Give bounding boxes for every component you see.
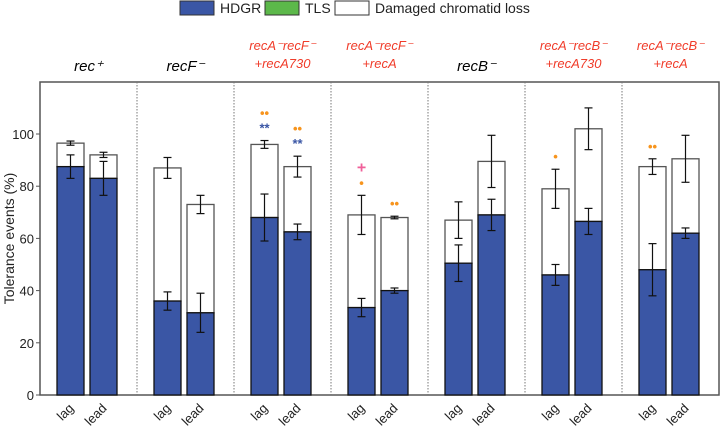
bar-hdgr bbox=[574, 220, 603, 396]
x-tick-label: lead bbox=[276, 401, 304, 426]
y-tick-label: 20 bbox=[20, 336, 34, 351]
significance-mark: •• bbox=[260, 106, 270, 121]
significance-mark: •• bbox=[648, 139, 658, 154]
bar-hdgr bbox=[283, 231, 312, 396]
bar-hdgr bbox=[56, 165, 85, 396]
bar-hdgr bbox=[541, 274, 570, 396]
group-label: rec⁺ bbox=[74, 58, 104, 75]
legend-swatch bbox=[264, 0, 300, 16]
group-label: recA⁻recB⁻ bbox=[540, 38, 608, 53]
y-tick-label: 100 bbox=[12, 127, 34, 142]
legend-label: HDGR bbox=[220, 0, 261, 16]
legend-swatch bbox=[179, 0, 215, 16]
x-tick-label: lead bbox=[567, 401, 595, 426]
group-label: recF⁻ bbox=[167, 58, 206, 75]
x-tick-label: lag bbox=[54, 401, 77, 424]
x-tick-label: lag bbox=[442, 401, 465, 424]
x-tick-label: lag bbox=[539, 401, 562, 424]
bar-hdgr bbox=[347, 306, 376, 396]
bar-hdgr bbox=[380, 289, 409, 396]
y-tick-label: 0 bbox=[27, 388, 34, 403]
x-tick-label: lead bbox=[470, 401, 498, 426]
group-label: recA⁻recB⁻ bbox=[637, 38, 705, 53]
x-tick-label: lead bbox=[179, 401, 207, 426]
x-tick-label: lead bbox=[664, 401, 692, 426]
bar-hdgr bbox=[89, 177, 118, 396]
bar-chromatid-loss bbox=[380, 216, 409, 292]
group-label: recB⁻ bbox=[457, 58, 497, 75]
significance-mark: ** bbox=[259, 121, 270, 136]
x-tick-label: lag bbox=[248, 401, 271, 424]
bar-hdgr bbox=[153, 300, 182, 396]
bar-chromatid-loss bbox=[153, 167, 182, 302]
significance-mark: • bbox=[359, 175, 364, 190]
y-axis-label: Tolerance events (%) bbox=[1, 173, 17, 305]
significance-mark: •• bbox=[293, 121, 303, 136]
group-label: +recA730 bbox=[545, 56, 602, 71]
y-tick-label: 80 bbox=[20, 179, 34, 194]
plot-frame bbox=[39, 81, 720, 396]
significance-mark: •• bbox=[390, 196, 400, 211]
group-label: +recA bbox=[362, 56, 396, 71]
bar-hdgr bbox=[477, 214, 506, 396]
legend-label: Damaged chromatid loss bbox=[375, 0, 530, 16]
x-tick-label: lead bbox=[373, 401, 401, 426]
group-label: +recA bbox=[653, 56, 687, 71]
x-tick-label: lag bbox=[636, 401, 659, 424]
group-label: +recA730 bbox=[254, 56, 311, 71]
significance-mark: ** bbox=[292, 136, 303, 151]
x-tick-label: lag bbox=[345, 401, 368, 424]
group-label: recA⁻recF⁻ bbox=[249, 38, 317, 53]
significance-mark: • bbox=[553, 149, 558, 164]
bar-hdgr bbox=[444, 262, 473, 396]
group-label: recA⁻recF⁻ bbox=[346, 38, 414, 53]
legend-label: TLS bbox=[305, 0, 331, 16]
legend-swatch bbox=[334, 0, 370, 16]
bar-hdgr bbox=[250, 216, 279, 396]
x-tick-label: lead bbox=[82, 401, 110, 426]
x-tick-label: lag bbox=[151, 401, 174, 424]
significance-mark: + bbox=[357, 159, 366, 176]
y-tick-label: 40 bbox=[20, 284, 34, 299]
y-tick-label: 60 bbox=[20, 231, 34, 246]
bar-hdgr bbox=[671, 232, 700, 396]
